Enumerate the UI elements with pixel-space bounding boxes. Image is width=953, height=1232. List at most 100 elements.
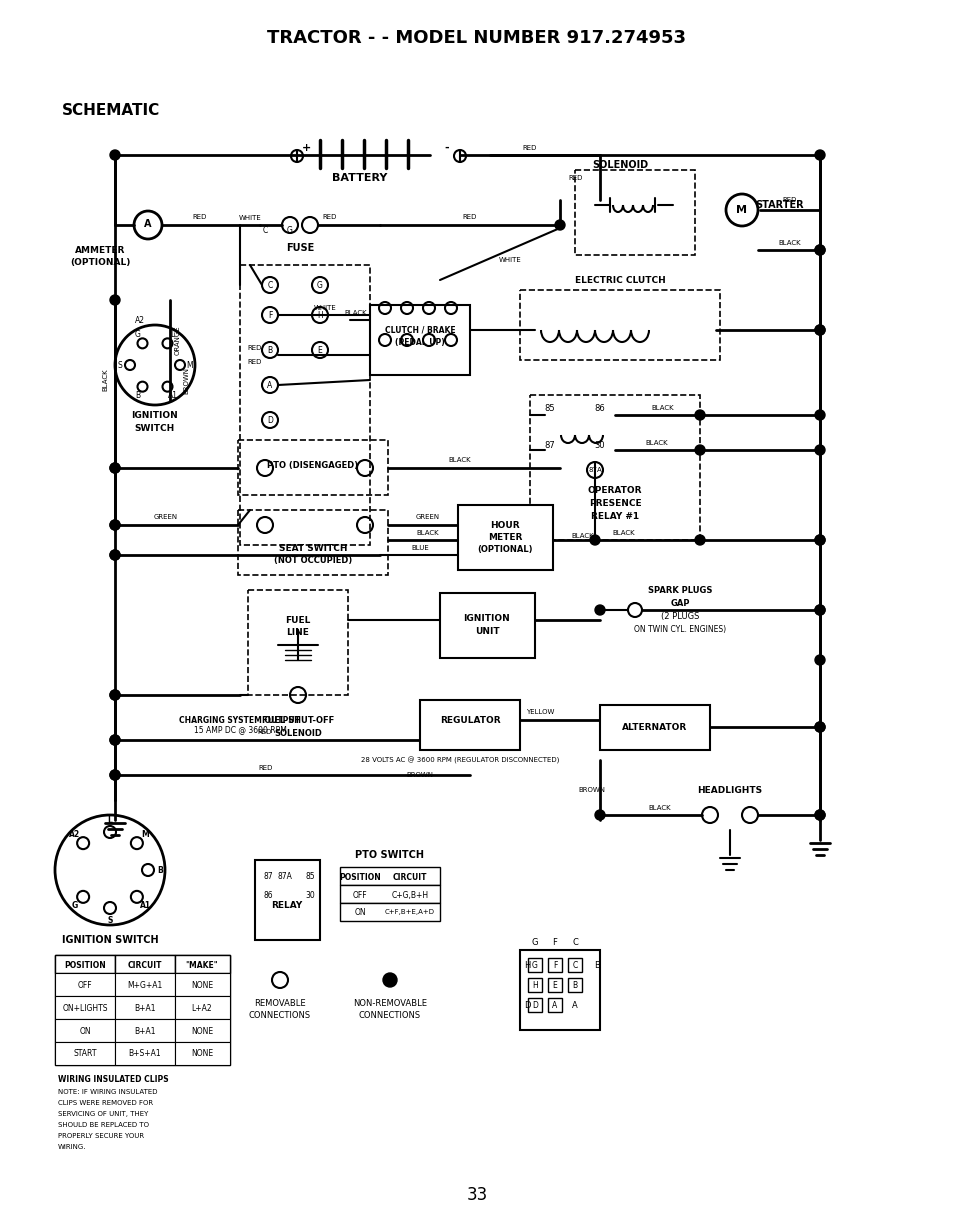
Text: ORANGE: ORANGE: [174, 325, 181, 355]
Text: BROWN: BROWN: [406, 772, 433, 777]
Text: BLACK: BLACK: [778, 240, 801, 246]
Text: IGNITION: IGNITION: [463, 614, 510, 622]
Text: ELECTRIC CLUTCH: ELECTRIC CLUTCH: [574, 276, 664, 285]
Text: S: S: [107, 915, 112, 924]
Bar: [55, 955, 230, 1064]
Bar: [237, 440, 388, 495]
Circle shape: [695, 535, 704, 545]
Text: RED: RED: [248, 359, 262, 365]
Circle shape: [814, 535, 824, 545]
Bar: [55, 955, 115, 973]
Text: C+G,B+H: C+G,B+H: [391, 891, 428, 899]
Text: CONNECTIONS: CONNECTIONS: [358, 1010, 420, 1020]
Text: 85: 85: [305, 871, 314, 881]
Circle shape: [110, 294, 120, 306]
Text: 86: 86: [263, 891, 273, 899]
Text: NONE: NONE: [191, 981, 213, 989]
Bar: [55, 973, 115, 995]
Circle shape: [814, 245, 824, 255]
Text: GREEN: GREEN: [416, 514, 439, 520]
Text: 30: 30: [594, 441, 604, 450]
Text: BLACK: BLACK: [102, 368, 108, 392]
Text: WHITE: WHITE: [238, 216, 261, 221]
Bar: [55, 1042, 115, 1064]
Text: A2: A2: [135, 315, 145, 324]
Circle shape: [814, 722, 824, 732]
Text: M: M: [141, 830, 149, 839]
Text: (OPTIONAL): (OPTIONAL): [476, 545, 532, 553]
Text: E: E: [552, 981, 557, 989]
Text: C: C: [572, 938, 578, 946]
Circle shape: [595, 605, 604, 615]
Circle shape: [814, 325, 824, 335]
Text: BLACK: BLACK: [648, 804, 671, 811]
Bar: [174, 1042, 230, 1064]
Circle shape: [814, 410, 824, 420]
Text: 87: 87: [263, 871, 273, 881]
Bar: [115, 995, 174, 1019]
Text: 28 VOLTS AC @ 3600 RPM (REGULATOR DISCONNECTED): 28 VOLTS AC @ 3600 RPM (REGULATOR DISCON…: [360, 756, 558, 764]
Text: HOUR: HOUR: [490, 520, 519, 530]
Text: F: F: [268, 310, 272, 319]
Circle shape: [695, 410, 704, 420]
Text: B: B: [594, 961, 599, 970]
Text: FUSE: FUSE: [286, 243, 314, 253]
Text: BLUE: BLUE: [411, 545, 429, 551]
Bar: [370, 306, 470, 375]
Text: FUEL: FUEL: [285, 616, 311, 625]
Text: METER: METER: [487, 532, 521, 542]
Text: FUEL SHUT-OFF: FUEL SHUT-OFF: [262, 716, 334, 724]
Text: (2 PLUGS: (2 PLUGS: [660, 611, 699, 621]
Text: RELAY #1: RELAY #1: [590, 511, 639, 520]
Circle shape: [110, 549, 120, 561]
Text: +: +: [302, 143, 312, 153]
Circle shape: [814, 605, 824, 615]
Text: TRACTOR - - MODEL NUMBER 917.274953: TRACTOR - - MODEL NUMBER 917.274953: [267, 30, 686, 47]
Text: C: C: [572, 961, 577, 970]
Text: BLACK: BLACK: [416, 530, 438, 536]
Text: -: -: [444, 143, 449, 153]
Text: ON: ON: [79, 1026, 91, 1036]
Text: A: A: [552, 1000, 558, 1009]
Text: A: A: [144, 219, 152, 229]
Text: BLACK: BLACK: [612, 530, 635, 536]
Bar: [547, 998, 561, 1011]
Circle shape: [110, 520, 120, 530]
Bar: [527, 958, 541, 972]
Text: 33: 33: [466, 1186, 487, 1204]
Bar: [567, 978, 581, 992]
Bar: [55, 1019, 115, 1042]
Bar: [439, 593, 535, 658]
Text: C: C: [262, 225, 268, 234]
Text: G: G: [316, 281, 323, 290]
Bar: [254, 860, 319, 940]
Text: RED: RED: [248, 345, 262, 351]
Text: GREEN: GREEN: [153, 514, 178, 520]
Text: PROPERLY SECURE YOUR: PROPERLY SECURE YOUR: [58, 1133, 144, 1140]
Text: A1: A1: [140, 901, 151, 910]
Text: RELAY: RELAY: [271, 901, 302, 909]
Circle shape: [110, 150, 120, 160]
Bar: [527, 978, 541, 992]
Text: BLACK: BLACK: [645, 440, 668, 446]
Text: OPERATOR: OPERATOR: [587, 485, 641, 494]
Circle shape: [814, 605, 824, 615]
Text: CIRCUIT: CIRCUIT: [393, 872, 427, 882]
Text: RED: RED: [782, 197, 797, 203]
Text: NONE: NONE: [191, 1050, 213, 1058]
Circle shape: [110, 770, 120, 780]
Text: G: G: [134, 330, 140, 339]
Text: UNIT: UNIT: [475, 627, 498, 636]
Bar: [237, 510, 388, 575]
Circle shape: [589, 535, 599, 545]
Circle shape: [814, 445, 824, 455]
Text: CHARGING SYSTEM OUTPUT: CHARGING SYSTEM OUTPUT: [179, 716, 300, 724]
Text: REMOVABLE: REMOVABLE: [253, 998, 306, 1008]
Text: OFF: OFF: [353, 891, 367, 899]
Circle shape: [814, 245, 824, 255]
Text: ALTERNATOR: ALTERNATOR: [621, 722, 687, 732]
Text: START: START: [73, 1050, 96, 1058]
Text: 87A: 87A: [587, 467, 601, 473]
Text: REGULATOR: REGULATOR: [439, 716, 499, 724]
Text: NOTE: IF WIRING INSULATED: NOTE: IF WIRING INSULATED: [58, 1089, 157, 1095]
